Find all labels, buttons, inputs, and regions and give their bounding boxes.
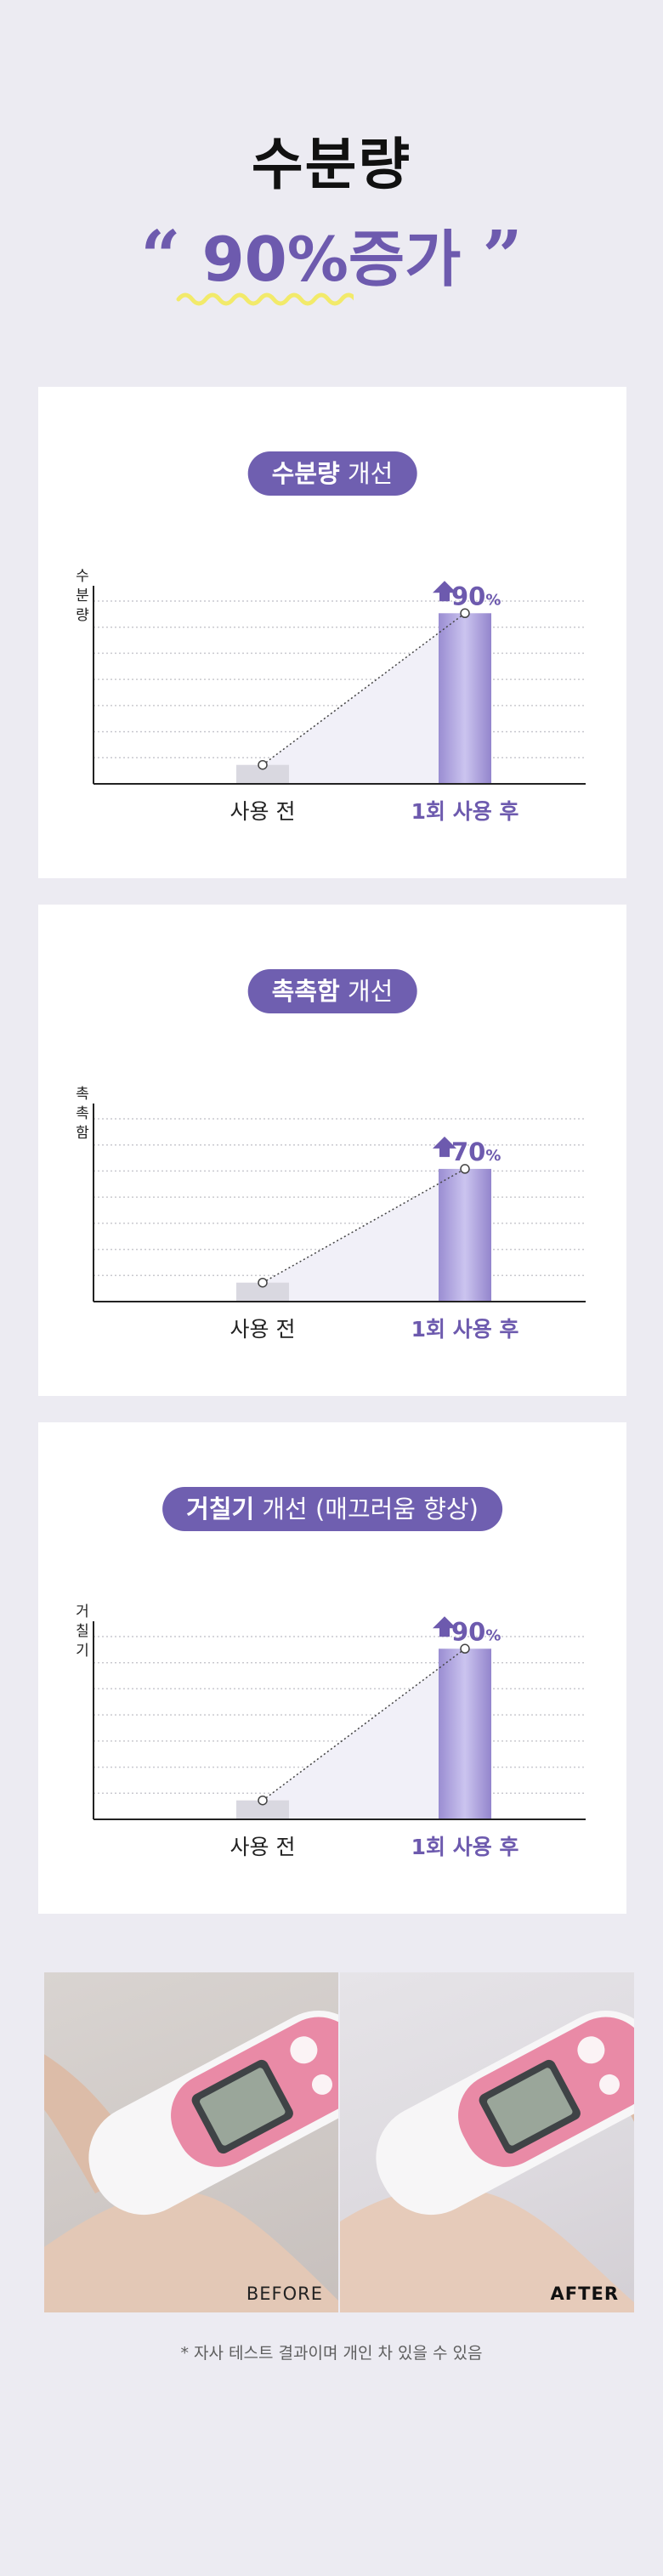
x-tick-label: 1회 사용 후	[411, 799, 519, 824]
data-label: 90%	[451, 1617, 501, 1646]
data-label: 90%	[451, 582, 501, 610]
x-tick-label: 사용 전	[230, 799, 296, 824]
chart-title-pill: 거칠기 개선 (매끄러움 향상)	[162, 1487, 502, 1531]
bar	[439, 1168, 491, 1302]
after-label: AFTER	[550, 2284, 619, 2304]
data-point	[460, 1164, 470, 1174]
bar-chart: 수분량 90% 사용 전 1회 사용 후	[76, 568, 586, 824]
trend-area	[263, 1168, 465, 1302]
headline-title: 수분량	[251, 132, 412, 197]
footnote: * 자사 테스트 결과이며 개인 차 있을 수 있음	[180, 2344, 483, 2363]
skin-analyzer-illustration	[44, 2010, 338, 2312]
bar	[236, 1282, 289, 1302]
bar	[236, 764, 289, 784]
y-axis-label-char: 촉	[76, 1086, 89, 1103]
up-arrow-icon	[433, 1136, 456, 1157]
chart-title-pill: 촉촉함 개선	[247, 969, 417, 1013]
trend-area	[263, 1648, 465, 1819]
yellow-squiggle-underline	[176, 292, 354, 306]
chart-card-roughness: 거칠기 개선 (매끄러움 향상) 거 칠 기 90% 사용 전 1회 사용 후	[38, 1422, 626, 1914]
bar	[439, 613, 491, 784]
x-tick-label: 사용 전	[230, 1317, 296, 1342]
data-point	[460, 1643, 470, 1654]
before-photo: BEFORE	[44, 1972, 338, 2312]
chart-title-pill: 수분량 개선	[247, 451, 417, 496]
quote-open: “	[140, 216, 181, 298]
after-photo: AFTER	[340, 1972, 634, 2312]
trend-area	[263, 613, 465, 784]
x-tick-label: 사용 전	[230, 1835, 296, 1859]
headline-percent: 90%증가	[201, 224, 462, 295]
x-tick-label: 1회 사용 후	[411, 1317, 519, 1342]
up-arrow-icon	[433, 581, 456, 602]
y-axis-label-char: 량	[76, 607, 89, 624]
y-axis-label-char: 기	[76, 1643, 89, 1660]
trend-line	[262, 1168, 466, 1284]
data-label-unit: %	[485, 1626, 501, 1644]
chart-card-hydration: 촉촉함 개선 촉 촉 함 70% 사용 전 1회 사용 후	[38, 905, 626, 1396]
y-axis-label-char: 수	[76, 568, 89, 585]
data-label-unit: %	[485, 1147, 501, 1165]
bar	[236, 1800, 289, 1819]
before-label: BEFORE	[246, 2284, 323, 2304]
y-axis-label-char: 함	[76, 1125, 89, 1142]
bar-chart: 거칠기 90% 사용 전 1회 사용 후	[76, 1603, 586, 1859]
y-axis-label-char: 칠	[76, 1623, 89, 1640]
y-axis-label-char: 분	[76, 587, 89, 604]
up-arrow-icon	[433, 1616, 456, 1637]
data-label-unit: %	[485, 591, 501, 609]
data-label: 70%	[451, 1138, 501, 1166]
data-point	[258, 759, 268, 770]
chart-card-moisture: 수분량 개선 수 분 량 90% 사용 전 1회 사용 후	[38, 387, 626, 878]
data-point	[258, 1795, 268, 1806]
skin-analyzer-illustration	[340, 2010, 634, 2312]
data-point	[258, 1277, 268, 1288]
y-axis-label-char: 촉	[76, 1105, 89, 1122]
bar	[439, 1648, 491, 1819]
data-point	[460, 608, 470, 619]
headline-value: “ 90%증가 ”	[0, 209, 663, 298]
quote-close: ”	[482, 216, 523, 298]
x-tick-label: 1회 사용 후	[411, 1835, 519, 1859]
y-axis-label-char: 거	[76, 1603, 89, 1620]
